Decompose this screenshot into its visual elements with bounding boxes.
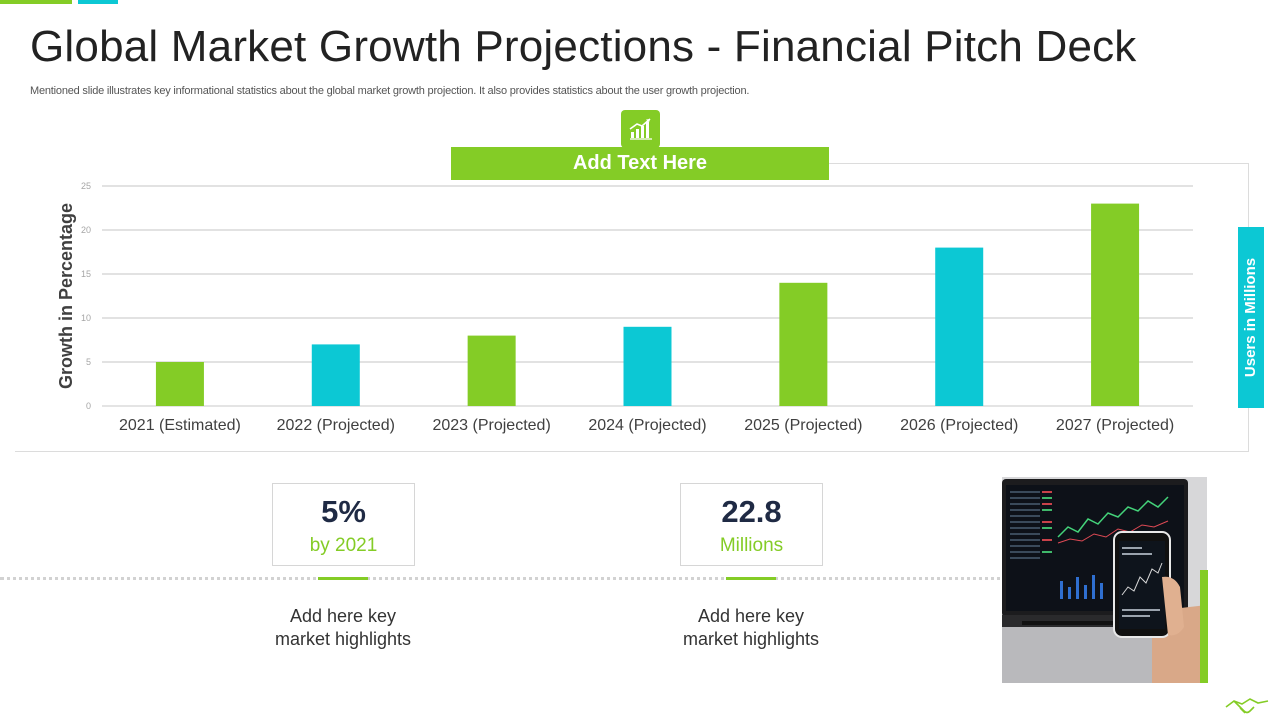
- highlight-accent-1: [318, 577, 368, 580]
- y-tick-label: 0: [86, 401, 91, 411]
- highlight-accent-2: [726, 577, 776, 580]
- y-tick-label: 15: [81, 269, 91, 279]
- y-axis-label: Growth in Percentage: [56, 203, 76, 389]
- y-tick-label: 10: [81, 313, 91, 323]
- x-tick-label: 2027 (Projected): [1056, 417, 1174, 434]
- bar: [467, 335, 516, 406]
- bar: [155, 362, 204, 406]
- y-tick-label: 20: [81, 225, 91, 235]
- highlight-text-2: Add here key market highlights: [651, 605, 851, 651]
- top-accent-green: [0, 0, 72, 4]
- stat-box-users: 22.8 Millions: [680, 483, 823, 566]
- highlight-line: market highlights: [682, 629, 820, 649]
- chart-frame-top-border: [829, 163, 1249, 164]
- stat-value: 5%: [321, 494, 366, 529]
- bar: [311, 344, 360, 406]
- photo-accent-bar: [1200, 570, 1208, 683]
- top-accent-cyan: [78, 0, 118, 4]
- highlight-line: market highlights: [274, 629, 412, 649]
- x-tick-label: 2021 (Estimated): [119, 417, 241, 434]
- highlight-line: Add here key: [289, 606, 397, 626]
- highlight-line: Add here key: [697, 606, 805, 626]
- stat-box-growth: 5% by 2021: [272, 483, 415, 566]
- handshake-icon: [1224, 695, 1272, 722]
- chart-header-bar: Add Text Here: [451, 147, 829, 180]
- x-tick-label: 2026 (Projected): [900, 417, 1018, 434]
- bar: [935, 247, 984, 406]
- x-tick-label: 2025 (Projected): [744, 417, 862, 434]
- users-in-millions-tab: Users in Millions: [1238, 227, 1264, 408]
- users-tab-label: Users in Millions: [1242, 257, 1260, 378]
- stat-unit: by 2021: [309, 535, 378, 556]
- x-tick-label: 2024 (Projected): [588, 417, 706, 434]
- laptop-phone-trading-photo: [1002, 477, 1207, 683]
- x-tick-label: 2022 (Projected): [277, 417, 395, 434]
- growth-chart-icon: [621, 110, 660, 148]
- bar-chart: 0 5 10 15 20 25 2021 (Estimated) 2022 (Projecte…: [56, 181, 1193, 434]
- page-title: Global Market Growth Projections - Finan…: [30, 22, 1137, 71]
- bar: [1091, 203, 1140, 406]
- page-subtitle: Mentioned slide illustrates key informat…: [30, 85, 750, 97]
- bar: [779, 282, 828, 406]
- bar: [623, 326, 672, 406]
- y-tick-label: 25: [81, 181, 91, 191]
- stat-unit: Millions: [719, 535, 784, 556]
- y-tick-label: 5: [86, 357, 91, 367]
- x-tick-label: 2023 (Projected): [432, 417, 550, 434]
- dotted-divider: [0, 577, 1200, 580]
- stat-value: 22.8: [721, 494, 782, 529]
- highlight-text-1: Add here key market highlights: [243, 605, 443, 651]
